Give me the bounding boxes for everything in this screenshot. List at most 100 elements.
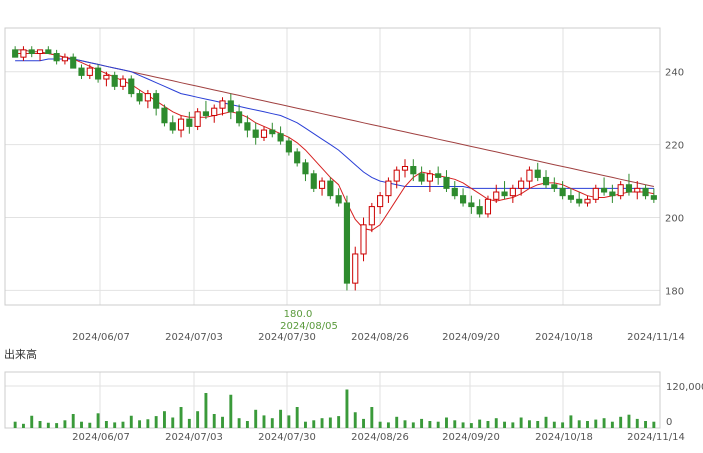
candle-body [20,49,27,58]
candle-body [476,206,483,215]
candle-body [244,122,251,131]
candle [435,166,442,185]
volume-bar [171,417,175,428]
volume-bar [370,407,374,428]
volume-bar [586,421,589,428]
candle-body [335,195,342,204]
volume-bar [279,409,283,428]
volume-x-tick-labels: 2024/06/07 2024/07/03 2024/07/30 2024/08/26… [72,432,685,443]
volume-bar [594,419,598,428]
candle-body [368,206,375,226]
volume-bar [561,422,565,428]
candle [211,104,218,123]
candle-body [459,195,467,204]
candle [642,184,649,200]
candle-body [377,195,384,208]
candle-body [78,67,85,76]
candle-body [202,111,210,116]
candle [119,75,127,90]
candle-body [617,184,624,197]
volume-bar [237,418,241,428]
candle-body [136,93,143,102]
candle [153,89,160,116]
candle-body [260,129,268,138]
price-y-tick-label: 180 [665,286,684,297]
volume-bar [527,420,531,428]
volume-bar [104,421,108,428]
volume-bar [196,411,200,428]
candle [128,75,135,98]
volume-bar [411,422,415,428]
volume-bar [519,417,523,428]
volume-bar [38,421,42,428]
candle [584,195,591,207]
volume-bar [403,420,407,428]
volume-bar [627,414,631,428]
volume-bar [337,416,341,428]
candle-body [144,93,151,102]
candle-body [219,100,226,109]
volume-bar [619,416,623,428]
volume-y-tick-label: 0 [666,417,672,428]
volume-bar [328,417,332,428]
low-annotation-value: 180.0 [284,309,313,320]
volume-bar [80,421,83,428]
volume-bar [536,421,540,428]
volume-x-tick-label: 2024/08/26 [351,432,409,443]
volume-bar [353,412,357,428]
volume-bar [245,421,249,428]
candle [401,159,409,178]
candle-body [385,180,392,197]
candle-body [211,107,218,116]
candle [144,89,151,109]
price-x-tick-label: 2024/09/20 [442,332,500,343]
candle [252,122,259,145]
candle [567,188,574,203]
volume-bar [569,415,573,428]
candle [285,137,292,156]
candle-body [327,180,334,197]
candle [45,46,52,55]
volume-bar [544,416,548,428]
candle [393,166,400,189]
candle-body [86,67,93,76]
candle-body [177,118,185,131]
volume-bar [469,423,473,428]
candle [360,217,367,262]
candle-body [559,187,566,197]
candle-body [584,198,591,204]
volume-bar [63,420,67,428]
volume-bar [154,416,158,428]
price-y-tick-labels: 180 200 220 240 [665,68,684,298]
candle-body [443,176,450,189]
ma-short-line [15,53,655,231]
price-y-tick-label: 240 [665,68,684,79]
candle [650,188,657,203]
candle [169,115,176,134]
candle-body [634,187,641,193]
candle [542,170,550,189]
volume-x-tick-label: 2024/09/20 [442,432,500,443]
candle-body [343,202,351,284]
candle [103,71,110,87]
candle-body [318,180,326,189]
candle-body [418,173,425,182]
volume-bar [304,421,307,428]
candle-body [426,173,433,182]
volume-bar [610,421,614,428]
candle [385,177,392,203]
volume-bar [146,419,150,428]
volume-bar [163,411,166,428]
volume-bar [71,414,75,428]
candle [335,188,342,207]
candle-body [285,140,292,153]
candle [53,49,60,65]
volume-bar [362,418,365,428]
price-x-tick-label: 2024/07/03 [165,332,223,343]
candle [551,177,558,193]
volume-bar [436,421,440,428]
candle-body [186,118,193,127]
volume-bar [262,415,266,428]
volume-bar [445,417,448,428]
volume-bar [453,420,457,428]
